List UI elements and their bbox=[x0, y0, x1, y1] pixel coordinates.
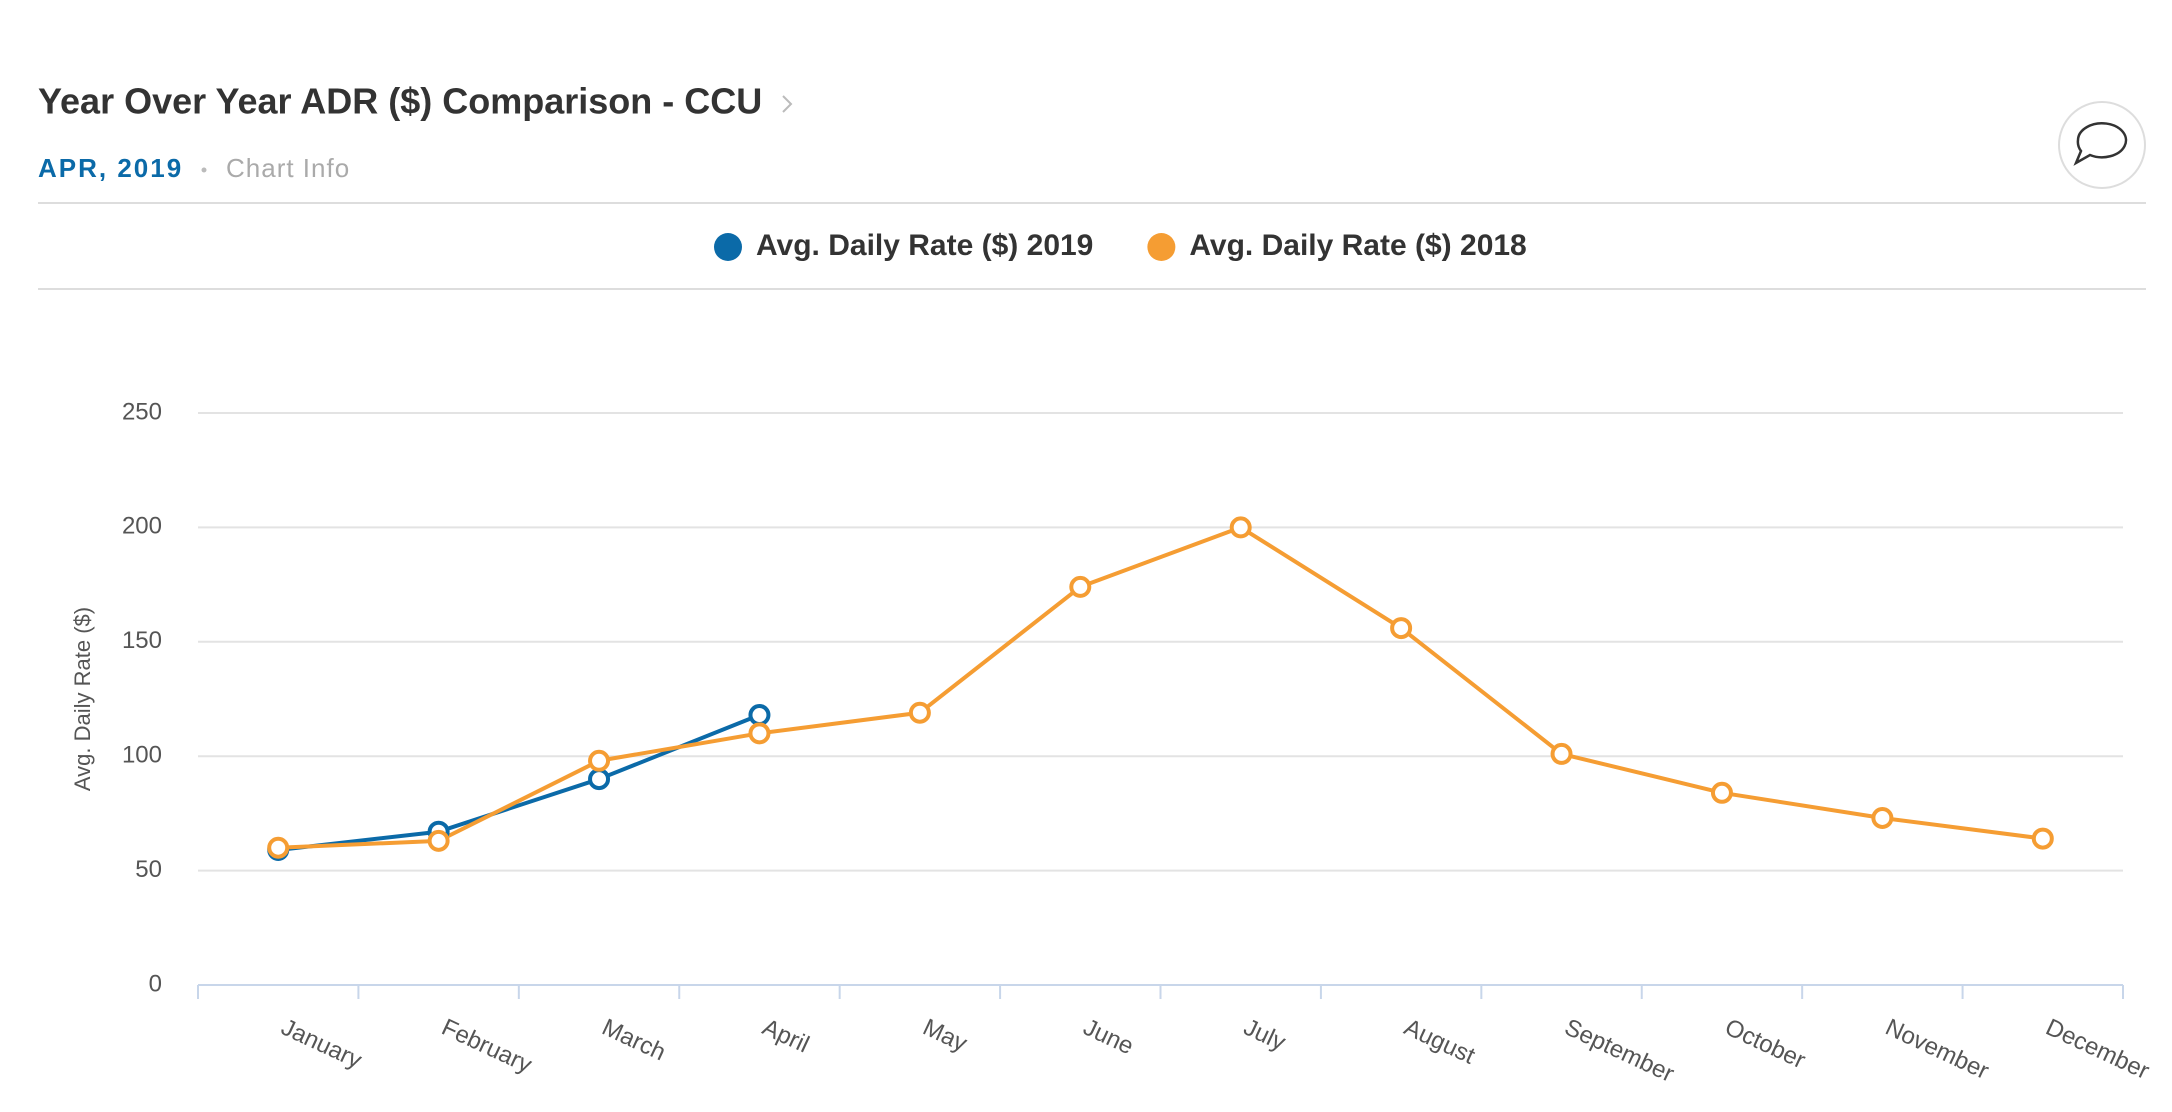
point bbox=[908, 701, 931, 724]
x-tick-label: July bbox=[1239, 1014, 1289, 1057]
point bbox=[588, 749, 611, 772]
x-tick-label: August bbox=[1400, 1014, 1479, 1070]
comment-circle[interactable] bbox=[2058, 101, 2146, 189]
legend-marker bbox=[714, 233, 742, 261]
point bbox=[1871, 806, 1894, 829]
point bbox=[588, 768, 611, 791]
point bbox=[1550, 742, 1573, 765]
legend: Avg. Daily Rate ($) 2019 Avg. Daily Rate … bbox=[714, 229, 1527, 262]
y-tick-label: 200 bbox=[122, 513, 162, 540]
point bbox=[748, 722, 771, 745]
y-tick-label: 0 bbox=[149, 970, 162, 997]
subtitle: APR, 2019 bbox=[38, 153, 183, 183]
y-tick-label: 100 bbox=[122, 742, 162, 769]
chevron[interactable] bbox=[782, 95, 793, 113]
x-tick-label: February bbox=[437, 1014, 535, 1079]
legend-marker bbox=[1147, 233, 1176, 261]
x-tick-label: September bbox=[1560, 1014, 1678, 1088]
point bbox=[1710, 781, 1733, 804]
legend-label: Avg. Daily Rate ($) 2019 bbox=[756, 229, 1093, 262]
point bbox=[427, 829, 450, 852]
point bbox=[2031, 827, 2054, 850]
x-tick-label: November bbox=[1881, 1014, 1993, 1085]
series-line bbox=[277, 713, 761, 852]
x-tick-label: June bbox=[1079, 1014, 1138, 1060]
point bbox=[1229, 516, 1252, 539]
chart-info[interactable]: Chart Info bbox=[226, 153, 350, 183]
x-tick-label: January bbox=[277, 1014, 366, 1075]
point bbox=[748, 704, 771, 727]
point bbox=[267, 836, 290, 859]
comment-icon[interactable] bbox=[2073, 122, 2128, 166]
x-tick-label: December bbox=[2042, 1014, 2154, 1085]
chart-title: Year Over Year ADR ($) Comparison - CCU bbox=[38, 81, 762, 122]
comment-button[interactable] bbox=[2058, 101, 2146, 189]
series-line bbox=[278, 525, 2044, 850]
x-tick-label: May bbox=[919, 1014, 972, 1058]
y-axis-label: Avg. Daily Rate ($) bbox=[70, 607, 95, 791]
x-tick-label: April bbox=[758, 1014, 813, 1059]
y-tick-label: 250 bbox=[122, 398, 162, 425]
x-tick-label: October bbox=[1721, 1014, 1810, 1075]
point bbox=[1390, 617, 1413, 640]
y-tick-label: 50 bbox=[135, 856, 162, 883]
y-tick-label: 150 bbox=[122, 627, 162, 654]
x-tick-label: March bbox=[598, 1014, 670, 1067]
legend-label: Avg. Daily Rate ($) 2018 bbox=[1189, 229, 1526, 262]
point bbox=[1069, 575, 1092, 598]
separator bbox=[201, 167, 207, 173]
